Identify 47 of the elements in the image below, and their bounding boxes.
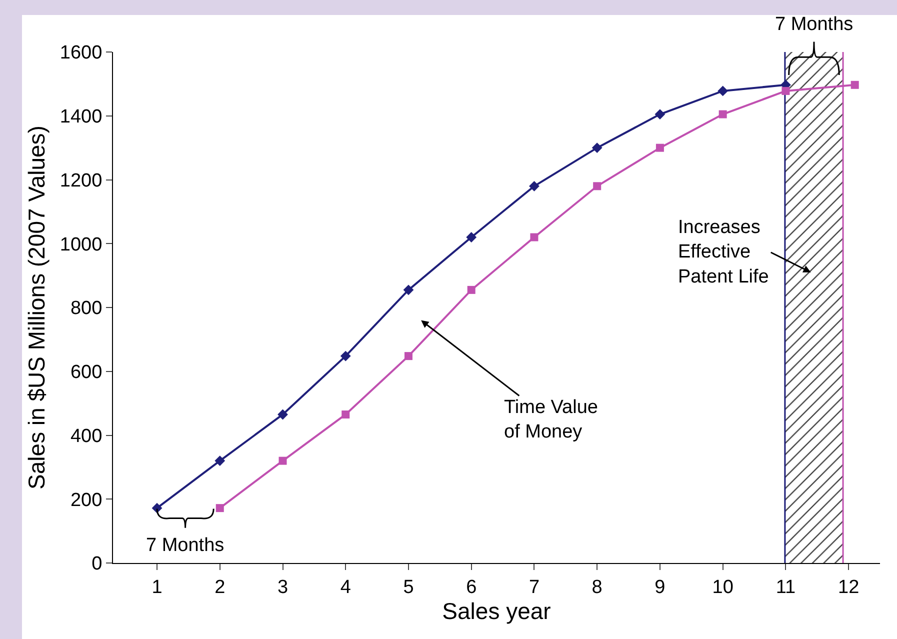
x-tick-label: 8 — [592, 576, 602, 598]
annotation: Increases Effective Patent Life — [678, 217, 769, 288]
point — [592, 142, 602, 154]
x-tick-label: 3 — [277, 576, 288, 598]
point — [850, 80, 859, 89]
x-tick-label: 11 — [776, 576, 796, 598]
point — [467, 286, 476, 294]
y-tick-label: 600 — [70, 362, 102, 384]
y-axis-title: Sales in $US Millions (2007 Values) — [23, 126, 50, 490]
point — [466, 232, 477, 242]
x-axis-title: Sales year — [442, 598, 552, 624]
point — [340, 350, 351, 362]
point — [342, 410, 350, 418]
point — [214, 456, 226, 466]
y-tick-label: 200 — [70, 490, 102, 511]
point — [654, 109, 666, 120]
x-tick-label: 1 — [152, 576, 162, 598]
x-tick-label: 12 — [838, 576, 860, 598]
point — [278, 456, 287, 465]
y-tick-label: 1400 — [60, 106, 102, 128]
y-tick-label: 400 — [70, 426, 102, 447]
point — [656, 144, 664, 152]
x-tick-label: 9 — [654, 576, 666, 598]
point — [782, 86, 790, 95]
annotation: 7 Months — [146, 535, 224, 556]
x-tick-label: 10 — [712, 576, 734, 598]
point — [530, 233, 538, 242]
x-tick-label: 4 — [340, 576, 352, 598]
point — [593, 182, 602, 190]
y-tick-label: 1600 — [60, 42, 102, 64]
annotation: Time Value of Money — [504, 397, 598, 443]
x-tick-label: 2 — [214, 576, 226, 598]
y-tick-label: 0 — [92, 554, 102, 575]
x-tick-label: 5 — [403, 576, 414, 598]
point — [529, 180, 540, 192]
point — [403, 284, 414, 296]
point — [718, 86, 728, 96]
y-tick-label: 1200 — [60, 170, 102, 192]
x-tick-label: 7 — [528, 576, 540, 598]
point — [278, 409, 288, 420]
point — [404, 352, 412, 360]
text: 7 Months — [775, 14, 854, 35]
x-tick-label: 6 — [466, 576, 477, 598]
y-tick-label: 1000 — [60, 234, 102, 256]
y-tick-label: 800 — [70, 298, 102, 320]
point — [216, 504, 224, 512]
point — [718, 110, 727, 118]
